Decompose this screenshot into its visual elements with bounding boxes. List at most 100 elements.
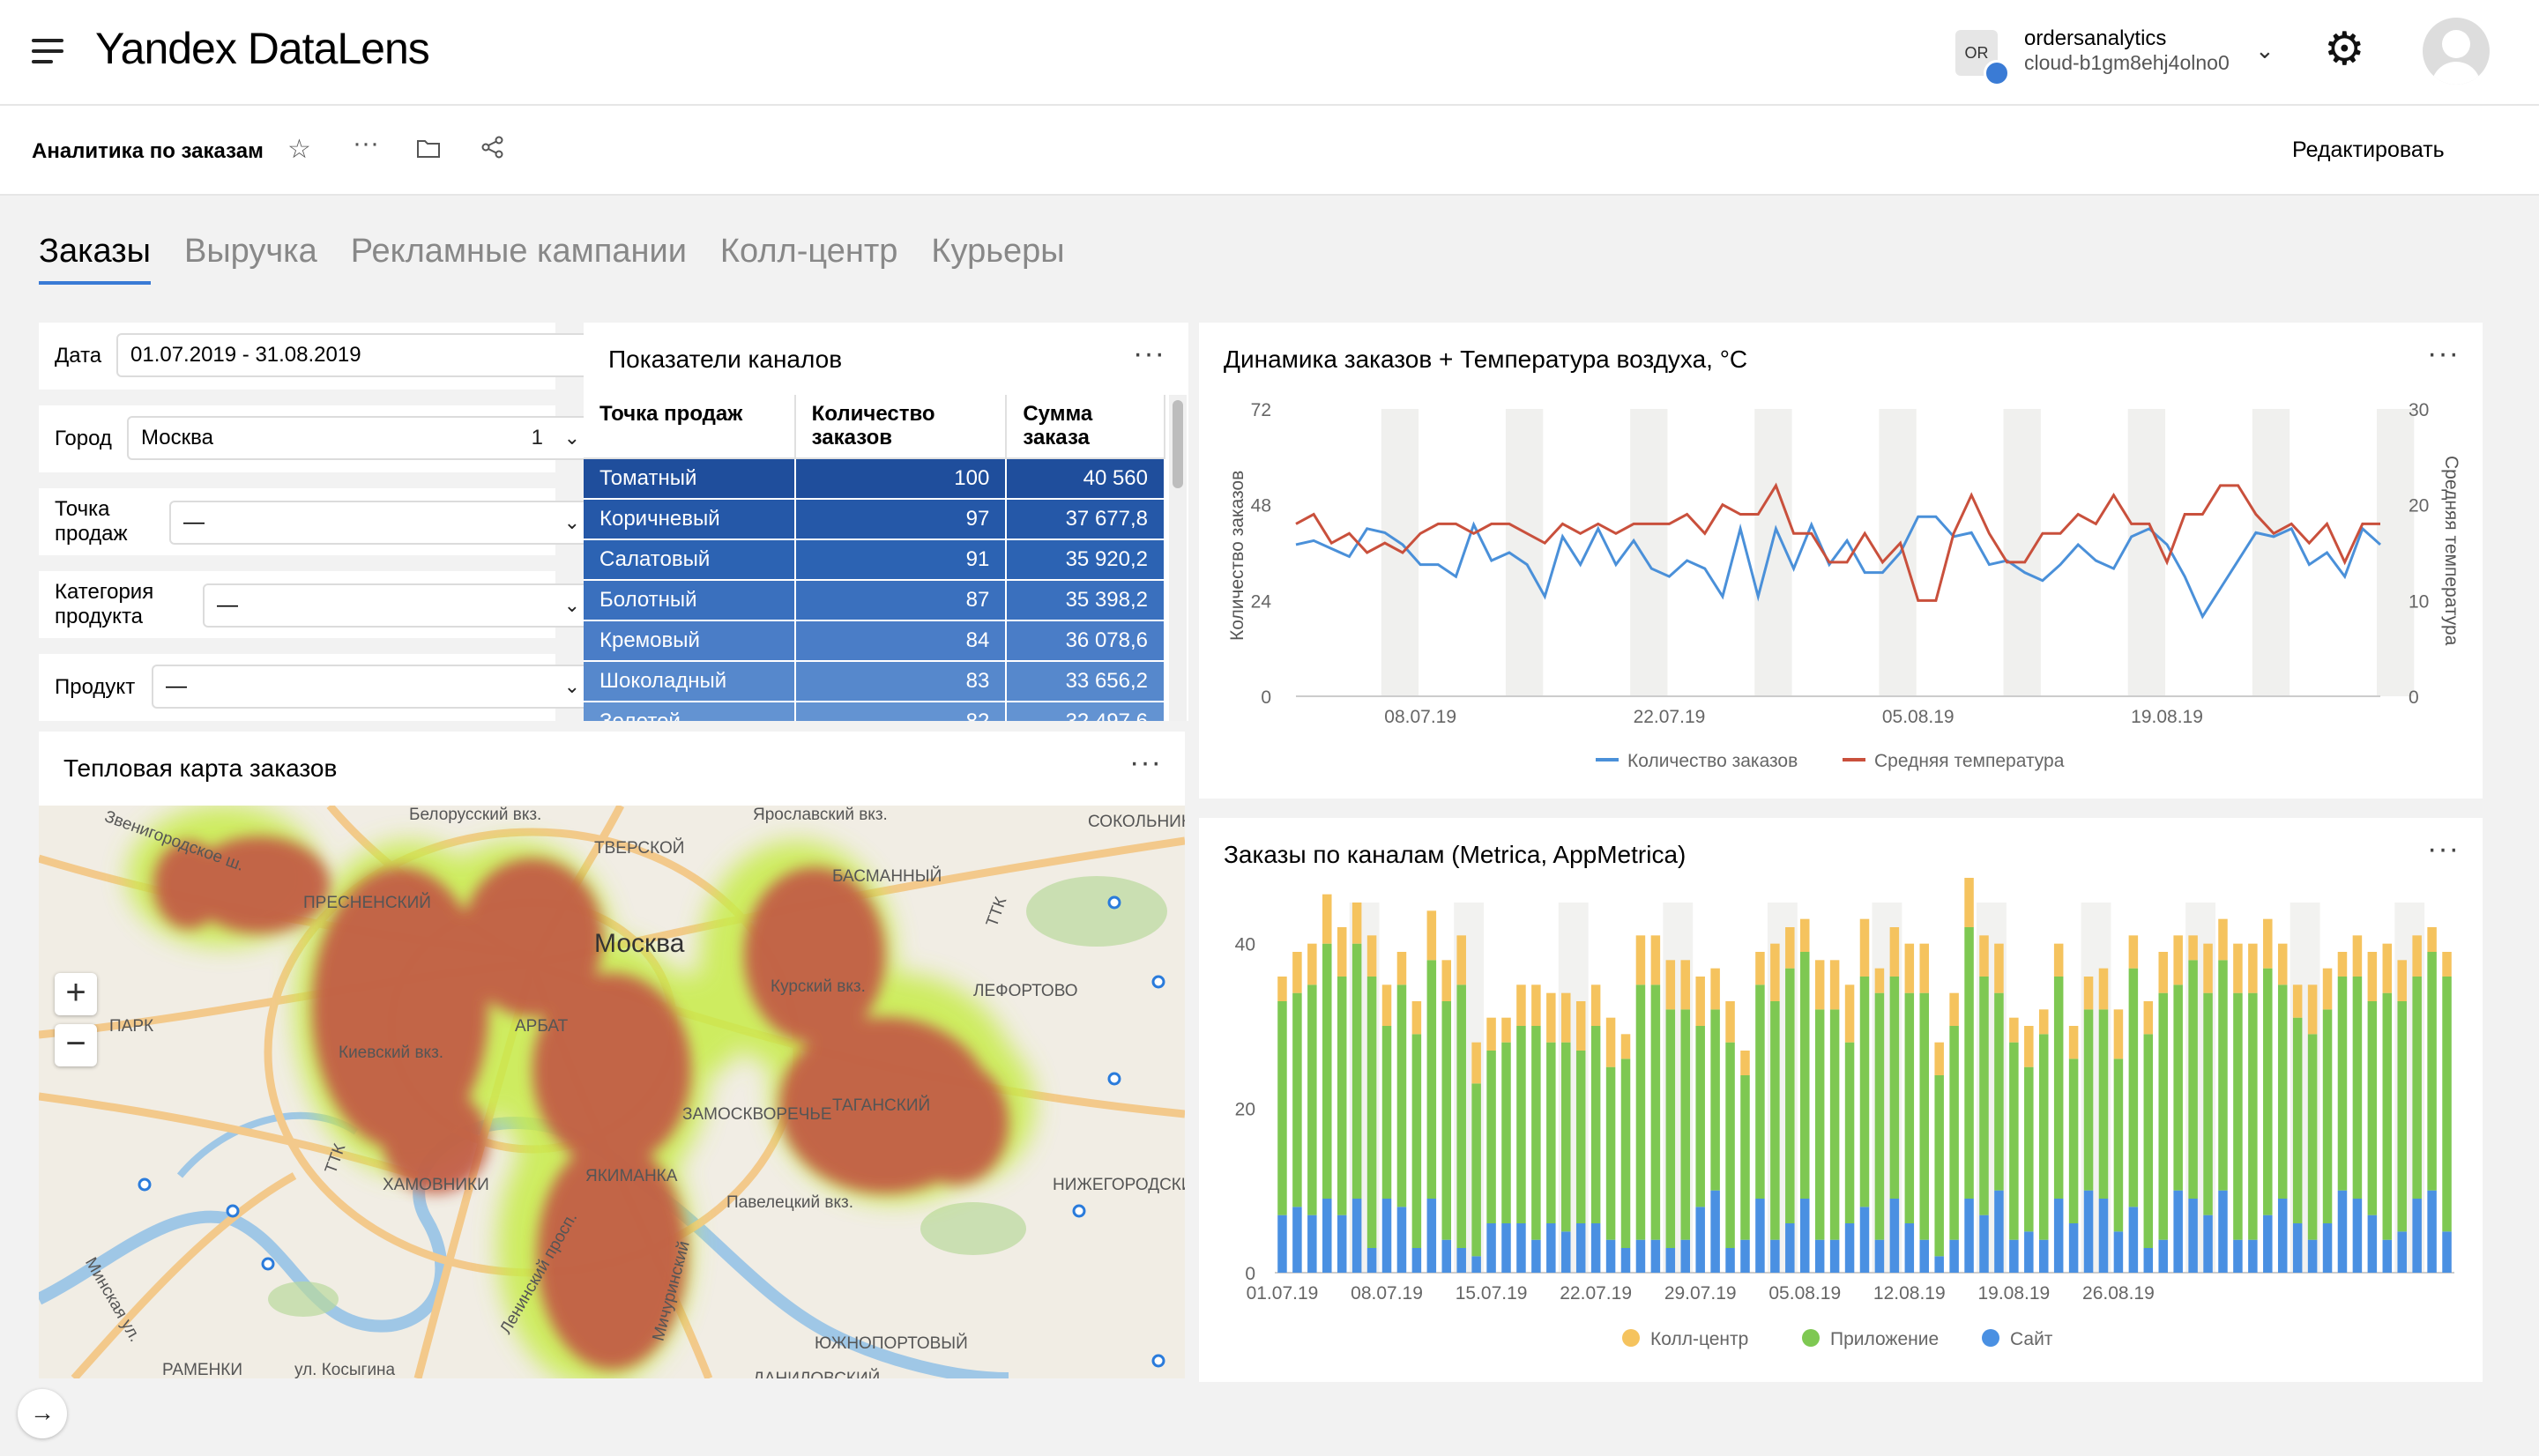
bar-segment — [1546, 1223, 1556, 1273]
date-range-input[interactable]: 01.07.2019 - 31.08.2019 — [116, 333, 594, 377]
table-cell: 87 — [794, 580, 1008, 621]
share-icon[interactable] — [481, 136, 504, 159]
channel-metrics-title: Показатели каналов — [608, 345, 843, 373]
bar-segment — [1874, 1239, 1885, 1273]
bar-segment — [2203, 943, 2213, 993]
legend-label: Приложение — [1830, 1329, 1939, 1349]
more-icon[interactable]: ··· — [2427, 337, 2460, 370]
bar-segment — [2307, 1239, 2318, 1273]
bar-segment — [1740, 1239, 1750, 1273]
map-label: ПРЕСНЕНСКИЙ — [303, 894, 431, 912]
bar-segment — [1800, 1199, 1810, 1273]
bar-segment — [2083, 1009, 2094, 1191]
bar-segment — [2113, 1009, 2124, 1059]
bar-segment — [2218, 918, 2228, 961]
table-cell: Золотой — [584, 702, 796, 721]
table-cell: 91 — [794, 539, 1008, 581]
point-of-sale-filter: Точка продаж — ⌄ — [39, 488, 594, 555]
app-logo[interactable]: Yandex DataLens — [95, 24, 430, 73]
edit-button[interactable]: Редактировать — [2292, 137, 2445, 162]
table-row[interactable]: Шоколадный 83 33 656,2 — [584, 661, 1165, 702]
folder-icon[interactable] — [416, 137, 441, 159]
bar-segment — [1889, 1199, 1900, 1273]
table-header[interactable]: Количество заказов — [794, 395, 1008, 459]
bar-segment — [1725, 1001, 1735, 1043]
bar-segment — [1859, 1207, 1870, 1273]
table-header[interactable]: Сумма заказа — [1006, 395, 1165, 459]
table-cell: 40 560 — [1006, 458, 1165, 500]
date-filter: Дата 01.07.2019 - 31.08.2019 — [39, 323, 594, 390]
star-icon[interactable]: ☆ — [287, 135, 311, 164]
bar-segment — [1979, 977, 1989, 1215]
bar-segment — [1277, 977, 1287, 1001]
bar-segment — [1665, 1248, 1676, 1273]
bar-segment — [1829, 1239, 1840, 1273]
tab-call-center[interactable]: Колл-центр — [719, 233, 898, 270]
tab-couriers[interactable]: Курьеры — [931, 233, 1065, 270]
bar-segment — [1814, 960, 1825, 1010]
bar-segment — [2128, 1207, 2139, 1273]
account-name[interactable]: ordersanalytics — [2024, 26, 2167, 50]
gear-icon[interactable]: ⚙ — [2324, 24, 2365, 75]
x-tick-label: 08.07.19 — [1351, 1283, 1423, 1304]
bar-segment — [1501, 1017, 1511, 1043]
bar-segment — [1874, 968, 1885, 993]
orders-heatmap[interactable]: Белорусский вкз. Ярославский вкз. Звенигор… — [39, 806, 1185, 1378]
more-icon[interactable]: ··· — [353, 129, 379, 158]
more-icon[interactable]: ··· — [1133, 337, 1165, 370]
bar-segment — [2367, 1215, 2378, 1273]
menu-icon[interactable] — [32, 39, 63, 65]
point-of-sale-select[interactable]: — ⌄ — [169, 501, 594, 545]
product-category-select[interactable]: — ⌄ — [203, 583, 594, 628]
map-canvas[interactable] — [39, 806, 1185, 1378]
table-row[interactable]: Золотой8232 497,6 — [584, 702, 1165, 721]
city-select-value: Москва — [141, 426, 213, 449]
table-row[interactable]: Болотный 87 35 398,2 — [584, 580, 1165, 621]
bar-segment — [2442, 952, 2452, 977]
more-icon[interactable]: ··· — [2427, 832, 2460, 865]
chevron-down-icon: ⌄ — [563, 511, 580, 533]
tab-revenue[interactable]: Выручка — [184, 233, 317, 270]
table-header[interactable]: Точка продаж — [584, 395, 796, 459]
zoom-in-button[interactable]: + — [55, 973, 97, 1015]
y-tick-label: 72 — [1251, 400, 1271, 420]
account-badge[interactable]: OR — [1955, 30, 1998, 76]
scrollbar-thumb[interactable] — [1173, 400, 1183, 488]
table-cell: 37 677,8 — [1006, 499, 1165, 540]
arrow-right-icon[interactable]: → — [18, 1389, 67, 1438]
cloud-id[interactable]: cloud-b1gm8ehj4olno0 — [2024, 51, 2230, 74]
chevron-down-icon[interactable]: ⌄ — [2255, 37, 2275, 63]
zoom-out-button[interactable]: − — [55, 1024, 97, 1066]
city-select-count: 1 — [531, 426, 543, 449]
map-label: ХАМОВНИКИ — [383, 1176, 489, 1194]
bar-segment — [1561, 1042, 1571, 1232]
tab-orders[interactable]: Заказы — [39, 233, 151, 285]
bar-segment — [1755, 1199, 1765, 1273]
series-line — [1295, 515, 2382, 620]
tab-ad-campaigns[interactable]: Рекламные кампании — [350, 233, 687, 270]
bar-segment — [2024, 1066, 2034, 1232]
table-row[interactable]: Томатный 100 40 560 — [584, 458, 1165, 500]
bar-segment — [1605, 1017, 1616, 1067]
bar-segment — [1964, 878, 1974, 927]
table-cell: 35 398,2 — [1006, 580, 1165, 621]
bar-segment — [2158, 952, 2168, 993]
bar-segment — [1904, 992, 1915, 1223]
product-select[interactable]: — ⌄ — [152, 665, 594, 709]
scrollbar[interactable] — [1169, 395, 1187, 721]
bar-segment — [1322, 1199, 1332, 1273]
bar-segment — [2143, 1001, 2154, 1035]
bar-segment — [2337, 977, 2348, 1191]
bar-segment — [2382, 992, 2393, 1240]
more-icon[interactable]: ··· — [1129, 746, 1162, 779]
x-tick-label: 12.08.19 — [1873, 1283, 1946, 1304]
bar-segment — [1755, 952, 1765, 985]
bar-segment — [2397, 1001, 2407, 1232]
x-tick-label: 26.08.19 — [2082, 1283, 2155, 1304]
city-select[interactable]: Москва 1 ⌄ — [127, 416, 594, 460]
avatar[interactable] — [2423, 18, 2490, 85]
table-row[interactable]: Салатовый 91 35 920,2 — [584, 539, 1165, 581]
bar-segment — [2322, 1009, 2333, 1223]
table-row[interactable]: Кремовый 84 36 078,6 — [584, 620, 1165, 662]
table-row[interactable]: Коричневый 97 37 677,8 — [584, 499, 1165, 540]
